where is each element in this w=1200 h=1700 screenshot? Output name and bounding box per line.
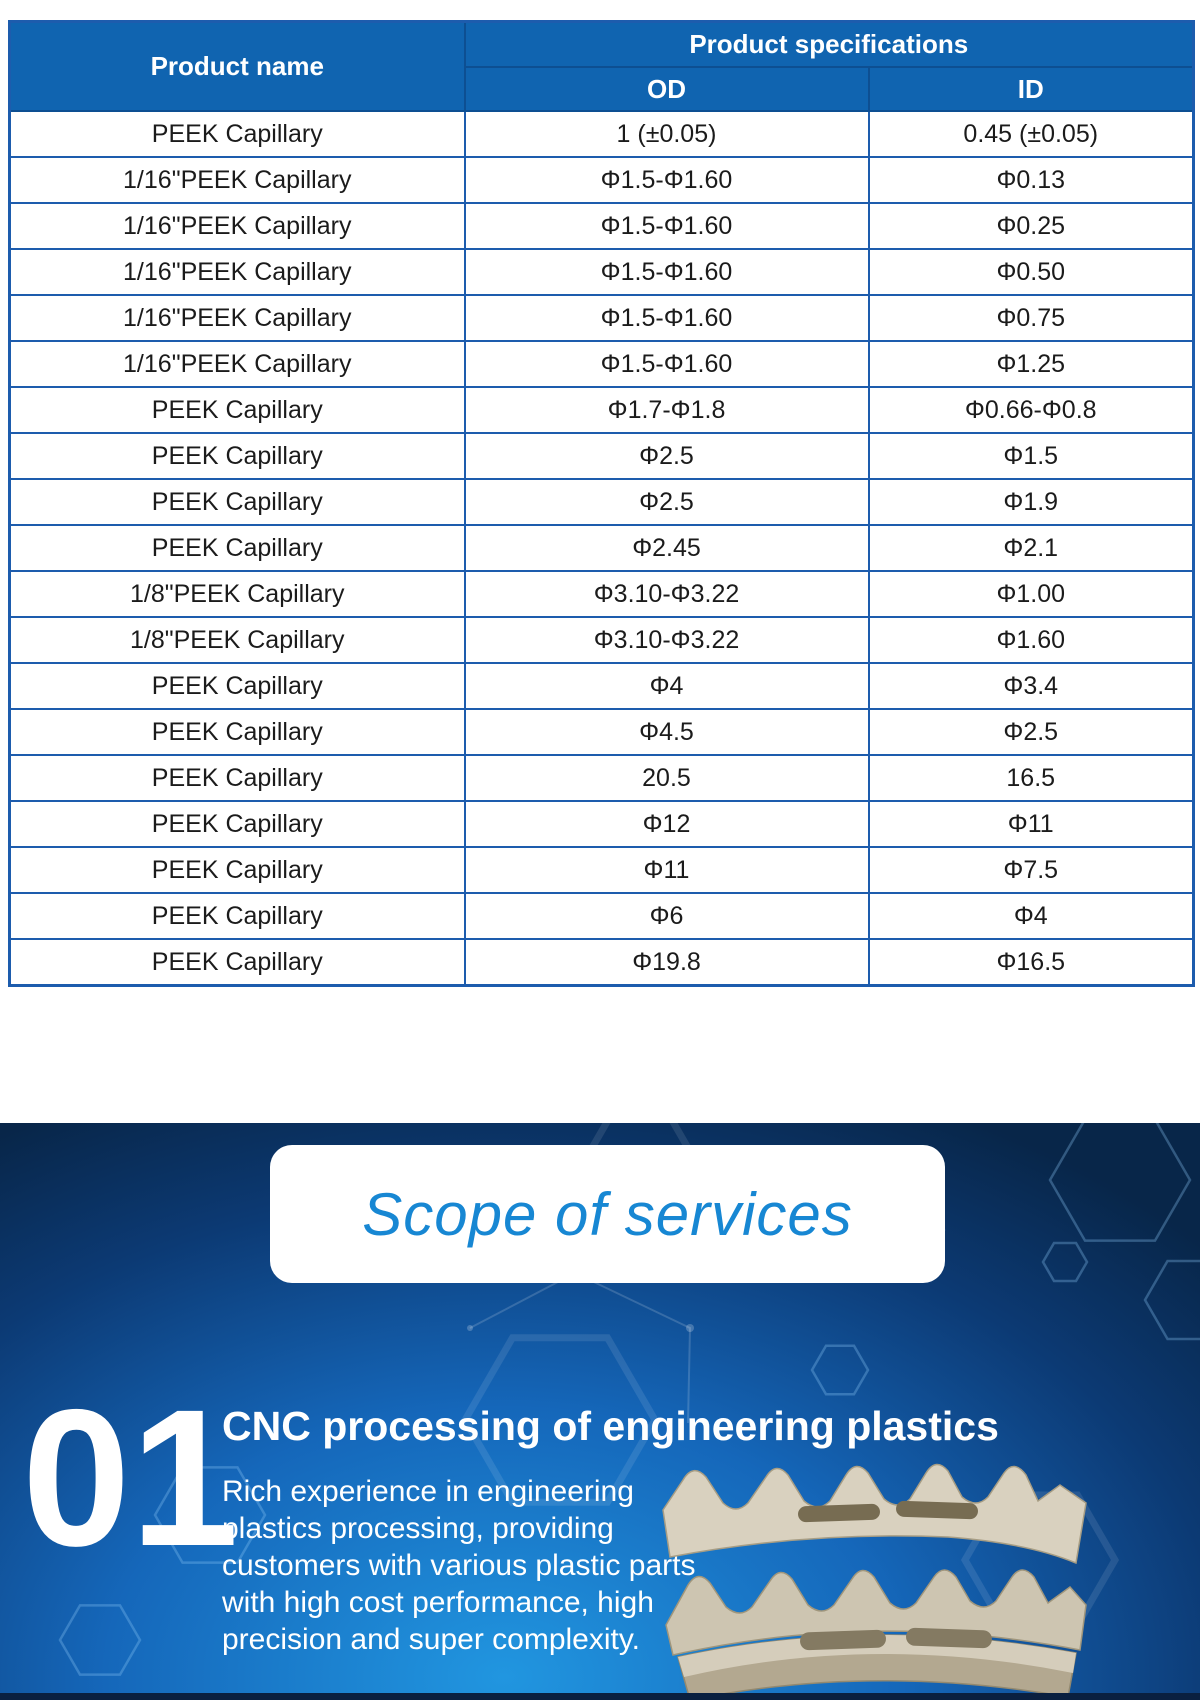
- cell-od: Φ3.10-Φ3.22: [463, 570, 870, 618]
- cell-product-name: PEEK Capillary: [8, 432, 466, 480]
- cell-id: Φ11: [867, 800, 1195, 848]
- service-item-heading: CNC processing of engineering plastics: [222, 1403, 999, 1449]
- table-header-row-2: OD ID: [10, 66, 1195, 112]
- table-row: PEEK Capillary Φ2.5 Φ1.5: [8, 432, 1195, 480]
- cell-product-name: PEEK Capillary: [8, 846, 466, 894]
- table-row: PEEK Capillary Φ11 Φ7.5: [8, 846, 1195, 894]
- cell-od: Φ1.5-Φ1.60: [463, 294, 870, 342]
- cell-od: Φ19.8: [463, 938, 870, 987]
- service-item-description: Rich experience in engineering plastics …: [222, 1475, 696, 1656]
- cell-product-name: 1/8"PEEK Capillary: [8, 616, 466, 664]
- table-row: 1/16"PEEK Capillary Φ1.5-Φ1.60 Φ0.50: [8, 248, 1195, 296]
- table-row: 1/8"PEEK Capillary Φ3.10-Φ3.22 Φ1.00: [8, 570, 1195, 618]
- cell-product-name: PEEK Capillary: [8, 892, 466, 940]
- cell-id: Φ0.25: [867, 202, 1195, 250]
- table-row: PEEK Capillary Φ6 Φ4: [8, 892, 1195, 940]
- cell-product-name: 1/16"PEEK Capillary: [8, 156, 466, 204]
- cell-id: Φ0.75: [867, 294, 1195, 342]
- cell-product-name: PEEK Capillary: [8, 386, 466, 434]
- cell-id: Φ3.4: [867, 662, 1195, 710]
- table-row: PEEK Capillary Φ1.7-Φ1.8 Φ0.66-Φ0.8: [8, 386, 1195, 434]
- table-row: 1/16"PEEK Capillary Φ1.5-Φ1.60 Φ1.25: [8, 340, 1195, 388]
- cell-product-name: PEEK Capillary: [8, 110, 466, 158]
- cell-id: Φ0.13: [867, 156, 1195, 204]
- cell-product-name: 1/8"PEEK Capillary: [8, 570, 466, 618]
- cnc-machined-plastic-part-image: [662, 1463, 1087, 1700]
- cell-id: Φ1.60: [867, 616, 1195, 664]
- cell-id: Φ4: [867, 892, 1195, 940]
- cell-product-name: PEEK Capillary: [8, 800, 466, 848]
- cell-id: Φ2.5: [867, 708, 1195, 756]
- table-row: 1/16"PEEK Capillary Φ1.5-Φ1.60 Φ0.25: [8, 202, 1195, 250]
- cell-od: Φ2.5: [463, 432, 870, 480]
- table-row: PEEK Capillary Φ19.8 Φ16.5: [8, 938, 1195, 987]
- cell-od: Φ3.10-Φ3.22: [463, 616, 870, 664]
- services-section: Scope of services 01 CNC processing of e…: [0, 1123, 1200, 1700]
- cell-product-name: PEEK Capillary: [8, 478, 466, 526]
- table-row: 1/8"PEEK Capillary Φ3.10-Φ3.22 Φ1.60: [8, 616, 1195, 664]
- cell-od: 1 (±0.05): [463, 110, 870, 158]
- cell-product-name: 1/16"PEEK Capillary: [8, 340, 466, 388]
- cell-id: Φ0.50: [867, 248, 1195, 296]
- table-row: PEEK Capillary Φ4 Φ3.4: [8, 662, 1195, 710]
- bottom-divider-strip: [0, 1693, 1200, 1700]
- cell-od: Φ2.45: [463, 524, 870, 572]
- cell-product-name: PEEK Capillary: [8, 708, 466, 756]
- cell-product-name: PEEK Capillary: [8, 754, 466, 802]
- cell-product-name: PEEK Capillary: [8, 938, 466, 987]
- cell-product-name: 1/16"PEEK Capillary: [8, 202, 466, 250]
- cell-id: Φ16.5: [867, 938, 1195, 987]
- cell-od: Φ4: [463, 662, 870, 710]
- table-header-row-1: Product name Product specifications: [8, 20, 1195, 112]
- header-od: OD: [463, 66, 870, 112]
- cell-od: Φ6: [463, 892, 870, 940]
- header-product-specifications: Product specifications: [463, 20, 1195, 68]
- cell-id: Φ2.1: [867, 524, 1195, 572]
- cell-od: Φ2.5: [463, 478, 870, 526]
- table-row: PEEK Capillary Φ2.45 Φ2.1: [8, 524, 1195, 572]
- section-title: Scope of services: [362, 1180, 853, 1248]
- cell-od: Φ4.5: [463, 708, 870, 756]
- header-id: ID: [867, 66, 1195, 112]
- cell-id: Φ1.25: [867, 340, 1195, 388]
- cell-od: Φ1.7-Φ1.8: [463, 386, 870, 434]
- table-row: PEEK Capillary Φ2.5 Φ1.9: [8, 478, 1195, 526]
- table-row: PEEK Capillary Φ12 Φ11: [8, 800, 1195, 848]
- service-item-number: 01: [22, 1369, 239, 1587]
- cell-id: Φ1.9: [867, 478, 1195, 526]
- cell-id: Φ7.5: [867, 846, 1195, 894]
- table-row: 1/16"PEEK Capillary Φ1.5-Φ1.60 Φ0.13: [8, 156, 1195, 204]
- table-row: 1/16"PEEK Capillary Φ1.5-Φ1.60 Φ0.75: [8, 294, 1195, 342]
- cell-id: 0.45 (±0.05): [867, 110, 1195, 158]
- cell-od: Φ1.5-Φ1.60: [463, 202, 870, 250]
- cell-product-name: PEEK Capillary: [8, 662, 466, 710]
- cell-product-name: PEEK Capillary: [8, 524, 466, 572]
- cell-id: 16.5: [867, 754, 1195, 802]
- cell-od: Φ12: [463, 800, 870, 848]
- cell-product-name: 1/16"PEEK Capillary: [8, 294, 466, 342]
- product-spec-table: Product name Product specifications OD I…: [8, 20, 1195, 987]
- cell-od: Φ1.5-Φ1.60: [463, 248, 870, 296]
- cell-id: Φ1.5: [867, 432, 1195, 480]
- table-row: PEEK Capillary 20.5 16.5: [8, 754, 1195, 802]
- section-title-box: Scope of services: [270, 1145, 945, 1283]
- table-row: PEEK Capillary Φ4.5 Φ2.5: [8, 708, 1195, 756]
- cell-od: 20.5: [463, 754, 870, 802]
- cell-product-name: 1/16"PEEK Capillary: [8, 248, 466, 296]
- cell-id: Φ1.00: [867, 570, 1195, 618]
- cell-id: Φ0.66-Φ0.8: [867, 386, 1195, 434]
- cell-od: Φ1.5-Φ1.60: [463, 156, 870, 204]
- table-row: PEEK Capillary 1 (±0.05) 0.45 (±0.05): [8, 110, 1195, 158]
- cell-od: Φ1.5-Φ1.60: [463, 340, 870, 388]
- cell-od: Φ11: [463, 846, 870, 894]
- header-product-name: Product name: [8, 20, 466, 112]
